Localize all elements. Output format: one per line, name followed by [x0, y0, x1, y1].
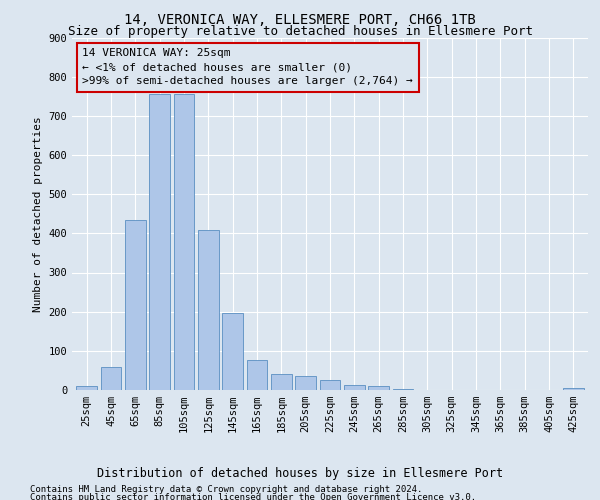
- Text: 14 VERONICA WAY: 25sqm
← <1% of detached houses are smaller (0)
>99% of semi-det: 14 VERONICA WAY: 25sqm ← <1% of detached…: [82, 48, 413, 86]
- Text: Distribution of detached houses by size in Ellesmere Port: Distribution of detached houses by size …: [97, 468, 503, 480]
- Text: Contains HM Land Registry data © Crown copyright and database right 2024.: Contains HM Land Registry data © Crown c…: [30, 485, 422, 494]
- Bar: [392, 389, 413, 390]
- Bar: [76, 386, 97, 390]
- Bar: [173, 94, 194, 390]
- Bar: [222, 313, 243, 390]
- Text: 14, VERONICA WAY, ELLESMERE PORT, CH66 1TB: 14, VERONICA WAY, ELLESMERE PORT, CH66 1…: [124, 12, 476, 26]
- Y-axis label: Number of detached properties: Number of detached properties: [33, 116, 43, 312]
- Bar: [320, 380, 340, 390]
- Bar: [344, 386, 365, 390]
- Bar: [271, 374, 292, 390]
- Text: Contains public sector information licensed under the Open Government Licence v3: Contains public sector information licen…: [30, 494, 476, 500]
- Bar: [295, 376, 316, 390]
- Bar: [198, 230, 218, 390]
- Bar: [149, 94, 170, 390]
- Text: Size of property relative to detached houses in Ellesmere Port: Size of property relative to detached ho…: [67, 25, 533, 38]
- Bar: [101, 368, 121, 390]
- Bar: [368, 386, 389, 390]
- Bar: [125, 220, 146, 390]
- Bar: [563, 388, 584, 390]
- Bar: [247, 360, 268, 390]
